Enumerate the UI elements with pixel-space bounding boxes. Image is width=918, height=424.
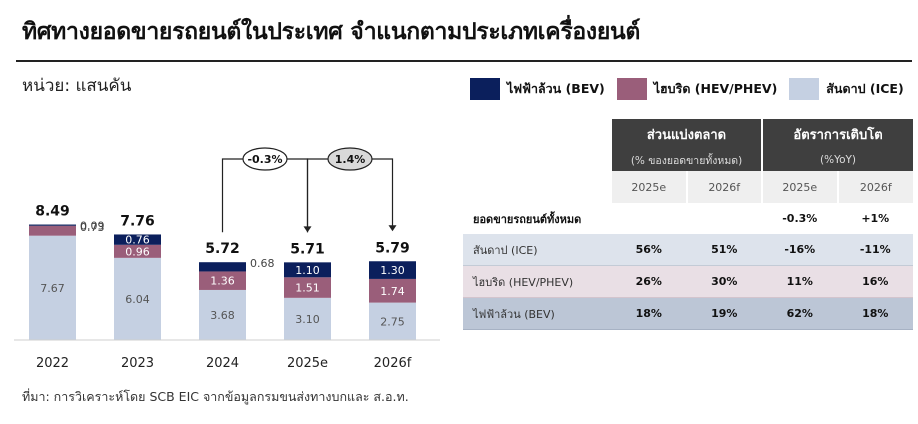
row-label: สันดาป (ICE) [463, 234, 611, 266]
bar-segment [284, 277, 331, 298]
data-label: 1.30 [380, 264, 405, 277]
bar-segment [114, 234, 161, 245]
legend-item-ice: สันดาป (ICE) [789, 78, 904, 100]
bar-segment [29, 225, 76, 236]
year-header: 2026f [685, 171, 763, 203]
legend-swatch-hev [616, 78, 647, 100]
data-label: 0.73 [80, 221, 105, 234]
market-share-table: ส่วนแบ่งตลาด อัตราการเติบโต (% ของยอดขาย… [463, 119, 914, 330]
source-note: ที่มา: การวิเคราะห์โดย SCB EIC จากข้อมูล… [22, 389, 409, 404]
cell-growth-2026f: 16% [837, 265, 914, 298]
legend-label-bev: ไฟฟ้าล้วน (BEV) [507, 81, 605, 96]
total-label: 7.76 [120, 213, 155, 229]
year-header: 2026f [836, 171, 914, 203]
table-row-total: ยอดขายรถยนต์ทั้งหมด -0.3% +1% [463, 203, 913, 234]
year-header: 2025e [761, 171, 838, 203]
bar-segment [369, 302, 416, 340]
data-label: 1.10 [295, 264, 320, 277]
x-tick-label: 2024 [206, 356, 239, 371]
legend-swatch-ice [789, 78, 820, 100]
growth-arrowhead [388, 225, 397, 232]
total-label: 8.49 [35, 204, 70, 220]
cell-growth-2025e: -16% [762, 234, 838, 266]
growth-label: 1.4% [335, 153, 366, 166]
cell-growth-2026f: 18% [837, 297, 914, 330]
growth-label: -0.3% [247, 153, 282, 166]
cell-growth-2025e: 11% [762, 265, 838, 298]
growth-group-title: อัตราการเติบโต [761, 119, 914, 149]
cell-share-2026f: 19% [686, 297, 763, 330]
cell-share-2025e: 56% [611, 234, 687, 266]
cell-share-2026f: 51% [686, 234, 763, 266]
chart-legend: ไฟฟ้าล้วน (BEV) ไฮบริด (HEV/PHEV) สันดาป… [470, 78, 904, 100]
growth-badge [327, 147, 373, 171]
bar-segment [284, 262, 331, 278]
cell-growth-2026f: +1% [861, 212, 890, 225]
cell-growth-2025e: 62% [762, 297, 838, 330]
data-label: 0.09 [80, 220, 105, 233]
bar-segment [29, 224, 76, 226]
cell-growth-2025e: -0.3% [782, 212, 818, 225]
legend-label-hev: ไฮบริด (HEV/PHEV) [653, 81, 778, 96]
cell-share-2026f: 30% [686, 265, 763, 298]
cell-share-2025e [611, 203, 687, 234]
bar-segment [199, 271, 246, 290]
bar-segment [369, 261, 416, 279]
unit-label: หน่วย: แสนคัน [22, 76, 132, 96]
x-tick-label: 2026f [374, 356, 412, 371]
total-label: 5.72 [205, 241, 240, 257]
cell-share-2025e: 26% [611, 265, 687, 298]
bar-segment [369, 278, 416, 303]
growth-badge [242, 147, 288, 171]
bar-segment [199, 262, 246, 272]
row-label: ยอดขายรถยนต์ทั้งหมด [473, 212, 582, 226]
year-header: 2025e [610, 171, 687, 203]
total-label: 5.79 [375, 240, 410, 256]
data-label: 3.10 [295, 313, 320, 326]
row-label: ไฮบริด (HEV/PHEV) [463, 265, 611, 298]
data-label: 6.04 [125, 293, 150, 306]
bar-segment [284, 297, 331, 340]
page-title: ทิศทางยอดขายรถยนต์ในประเทศ จำแนกตามประเภ… [22, 19, 641, 45]
data-label: 0.76 [125, 234, 150, 247]
data-label: 1.51 [295, 282, 320, 295]
data-label: 2.75 [380, 315, 405, 328]
cell-growth-2026f: -11% [837, 234, 914, 266]
legend-swatch-bev [470, 78, 500, 100]
data-label: 0.96 [125, 245, 150, 258]
x-tick-label: 2022 [36, 356, 69, 371]
data-label: 3.68 [210, 309, 235, 322]
table-row-ice: สันดาป (ICE) 56% 51% -16% -11% [463, 234, 914, 266]
x-tick-label: 2025e [287, 356, 328, 371]
data-label: 0.68 [250, 257, 275, 270]
table-row-bev: ไฟฟ้าล้วน (BEV) 18% 19% 62% 18% [463, 297, 914, 330]
x-tick-label: 2023 [121, 356, 154, 371]
row-label: ไฟฟ้าล้วน (BEV) [463, 297, 611, 330]
share-group-title: ส่วนแบ่งตลาด [609, 119, 763, 149]
stacked-bar-chart: 7.67 0.730.09 8.49 2022 6.04 0.960.76 7.76 2023… [14, 147, 440, 371]
data-label: 7.67 [40, 282, 65, 295]
total-label: 5.71 [290, 241, 325, 257]
cell-share-2026f [687, 203, 763, 234]
bar-segment [114, 257, 161, 340]
bar-segment [199, 289, 246, 340]
growth-group-subtitle: (%YoY) [761, 149, 914, 171]
legend-item-hev: ไฮบริด (HEV/PHEV) [616, 78, 778, 100]
legend-label-ice: สันดาป (ICE) [826, 81, 904, 96]
legend-item-bev: ไฟฟ้าล้วน (BEV) [470, 78, 605, 100]
cell-share-2025e: 18% [611, 297, 687, 330]
bar-segment [114, 244, 161, 258]
table-row-hev: ไฮบริด (HEV/PHEV) 26% 30% 11% 16% [463, 265, 914, 298]
bar-segment [29, 235, 76, 340]
title-rule [16, 60, 912, 62]
data-label: 1.36 [210, 275, 235, 288]
share-group-subtitle: (% ของยอดขายทั้งหมด) [609, 149, 763, 171]
data-label: 1.74 [380, 285, 405, 298]
